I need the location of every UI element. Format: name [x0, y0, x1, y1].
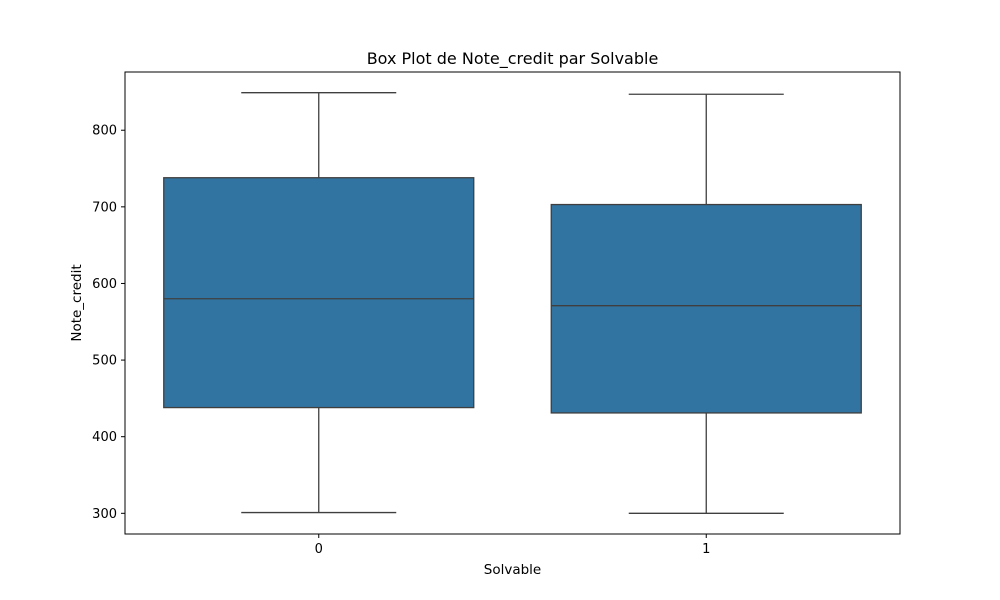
box-group-0 — [163, 92, 475, 514]
plot-frame — [124, 71, 901, 535]
box-iqr — [550, 203, 862, 414]
y-tick-label: 700 — [92, 200, 117, 215]
chart-title: Box Plot de Note_credit par Solvable — [367, 49, 659, 69]
y-tick-label: 500 — [92, 354, 117, 369]
y-tick-label: 300 — [92, 507, 117, 522]
y-tick-label: 400 — [92, 430, 117, 445]
y-axis: 300 400 500 600 700 800 — [92, 124, 125, 522]
boxes-layer — [163, 92, 862, 514]
y-axis-title: Note_credit — [69, 264, 85, 341]
y-tick-label: 600 — [92, 277, 117, 292]
box-group-1 — [550, 93, 862, 514]
box-iqr — [163, 177, 475, 409]
x-axis-title: Solvable — [484, 562, 541, 578]
x-tick-label: 0 — [315, 542, 323, 557]
y-tick-label: 800 — [92, 124, 117, 139]
x-tick-label: 1 — [702, 542, 710, 557]
